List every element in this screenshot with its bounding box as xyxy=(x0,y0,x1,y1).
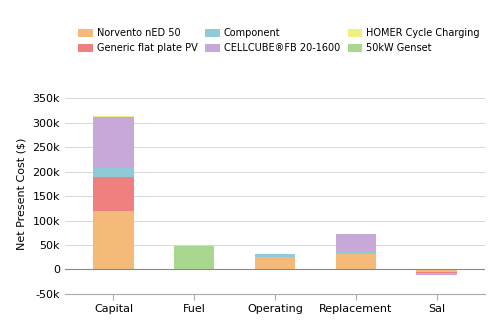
Bar xyxy=(94,118,134,168)
Bar xyxy=(336,234,376,252)
Bar xyxy=(416,273,457,274)
Bar xyxy=(416,274,457,275)
Bar xyxy=(94,116,134,118)
Bar xyxy=(336,252,376,254)
Bar xyxy=(416,270,457,272)
Bar xyxy=(94,168,134,177)
Bar xyxy=(336,254,376,270)
Bar xyxy=(255,257,295,270)
Bar xyxy=(94,177,134,211)
Bar xyxy=(174,245,214,270)
Bar xyxy=(255,254,295,257)
Legend: Norvento nED 50, Generic flat plate PV, Component, CELLCUBE®FB 20-1600, HOMER Cy: Norvento nED 50, Generic flat plate PV, … xyxy=(78,28,479,53)
Bar xyxy=(94,211,134,270)
Y-axis label: Net Present Cost ($): Net Present Cost ($) xyxy=(17,138,27,250)
Bar xyxy=(416,272,457,273)
